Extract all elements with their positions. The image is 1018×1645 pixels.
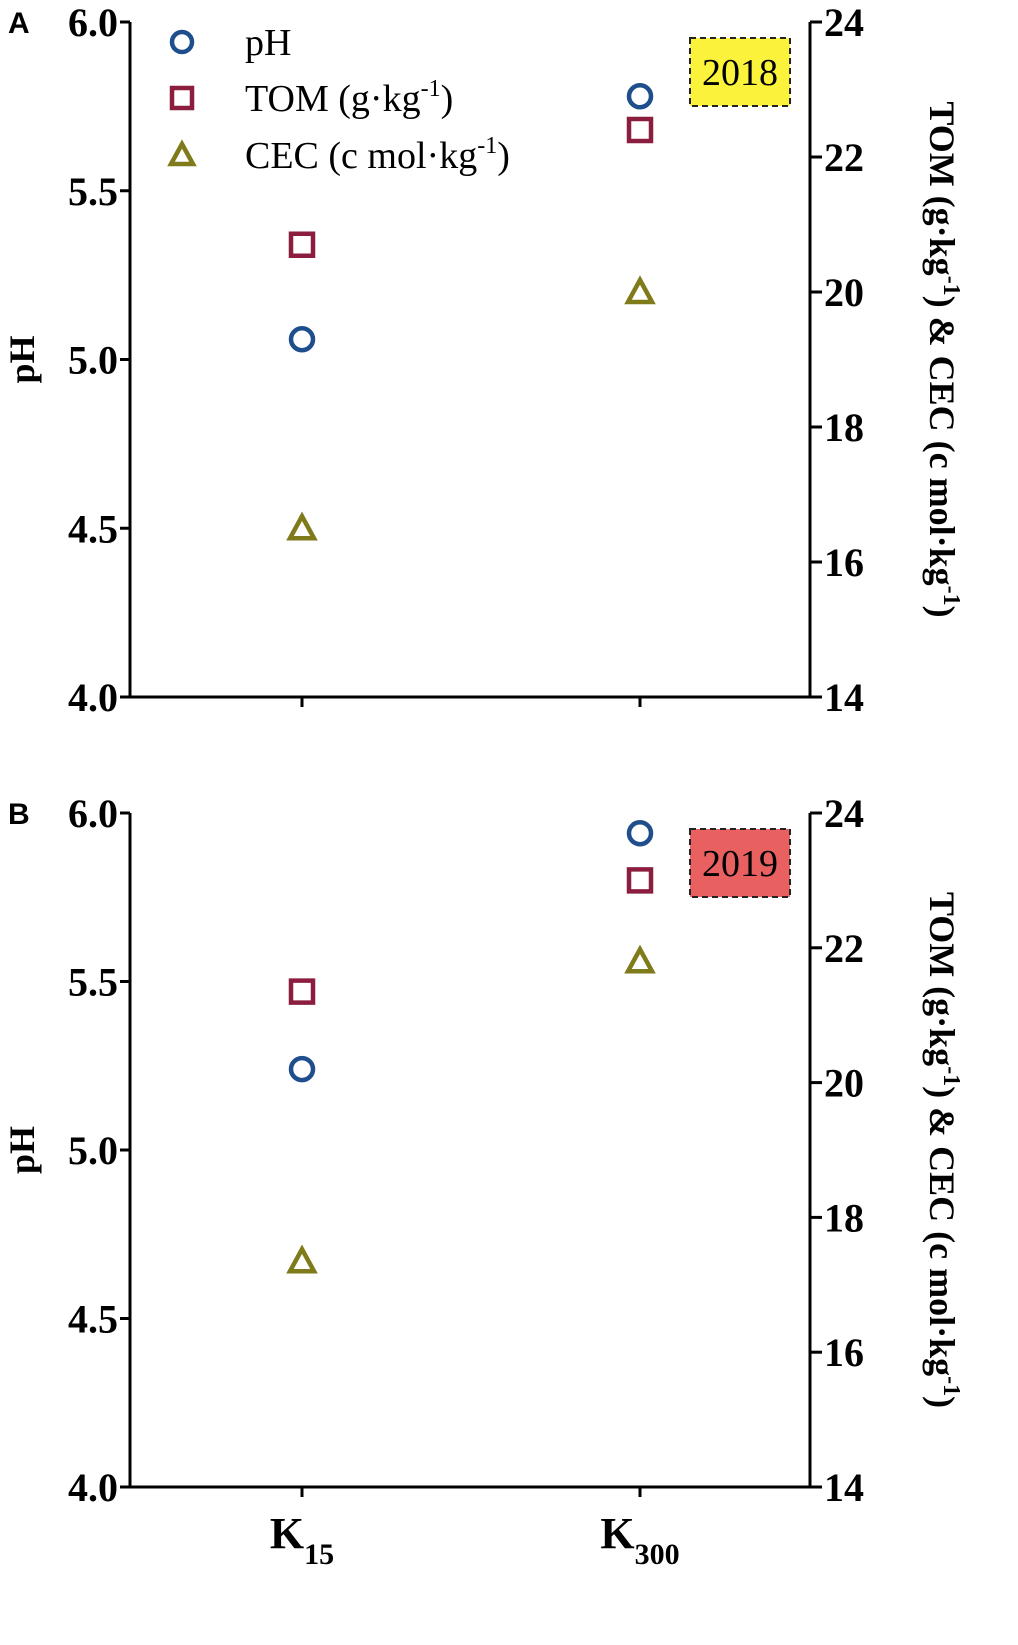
year-label: 2019 xyxy=(702,843,778,885)
y-tick-label: 5.0 xyxy=(68,338,118,383)
ph-point xyxy=(626,83,654,110)
legend-label: CEC (c mol·kg-1) xyxy=(245,133,510,177)
legend-triangle-icon xyxy=(167,139,197,167)
x-category-base: K xyxy=(270,1509,304,1558)
panel-label: B xyxy=(8,798,30,831)
y-tick-label: 5.5 xyxy=(68,960,118,1005)
y2-tick-label: 16 xyxy=(824,1330,864,1375)
year-label: 2018 xyxy=(702,52,778,94)
y2-title-sup: -1 xyxy=(938,586,964,606)
legend-label-tail: ) xyxy=(441,78,454,120)
y2-title-part: TOM (g·kg xyxy=(922,101,962,275)
legend-label-tail: ) xyxy=(497,135,510,177)
y2-tick-label: 14 xyxy=(824,675,864,720)
y2-tick-label: 14 xyxy=(824,1465,864,1510)
y2-tick-label: 18 xyxy=(824,1195,864,1240)
y-tick-label: 4.5 xyxy=(68,506,118,551)
x-category-base: K xyxy=(600,1509,634,1558)
y2-axis-title: TOM (g·kg-1) & CEC (c mol·kg-1) xyxy=(922,101,964,617)
y2-title-part: ) & CEC (c mol·kg xyxy=(922,296,962,586)
ph-point xyxy=(626,819,654,847)
y2-tick-label: 20 xyxy=(824,270,864,315)
y-axis-title: pH xyxy=(2,335,42,383)
y-axis-title: pH xyxy=(2,1126,42,1174)
y2-title-part: TOM (g·kg xyxy=(922,892,962,1066)
x-category-sub: 15 xyxy=(304,1538,334,1571)
y2-tick-label: 22 xyxy=(824,926,864,971)
y2-tick-label: 24 xyxy=(824,0,864,45)
y2-title-sup: -1 xyxy=(938,276,964,296)
y-tick-label: 4.5 xyxy=(68,1297,118,1342)
tom-point xyxy=(626,116,654,144)
cec-point xyxy=(286,511,318,541)
x-category-label: K15 xyxy=(270,1509,334,1571)
tom-point xyxy=(288,231,316,258)
ph-point xyxy=(288,326,316,353)
y2-tick-label: 18 xyxy=(824,405,864,450)
tom-point xyxy=(626,867,654,894)
y-tick-label: 4.0 xyxy=(68,675,118,720)
y2-title-sup: -1 xyxy=(938,1376,964,1396)
cec-point xyxy=(624,944,656,974)
ph-point xyxy=(288,1055,316,1083)
y2-tick-label: 24 xyxy=(824,791,864,836)
y2-title-sup: -1 xyxy=(938,1066,964,1086)
y2-title-part: ) xyxy=(922,606,962,618)
y-tick-label: 5.5 xyxy=(68,169,118,214)
legend-label-text: CEC (c mol·kg xyxy=(245,135,477,177)
legend-label-sup: -1 xyxy=(477,133,497,159)
tom-point xyxy=(288,978,316,1005)
legend-label-text: pH xyxy=(245,22,291,64)
legend-square-icon xyxy=(169,85,195,111)
legend-circle-icon xyxy=(169,29,195,55)
y2-title-part: ) & CEC (c mol·kg xyxy=(922,1086,962,1376)
legend-label: TOM (g·kg-1) xyxy=(245,76,453,120)
panel-label: A xyxy=(8,7,30,40)
cec-point xyxy=(286,1244,318,1274)
y-tick-label: 5.0 xyxy=(68,1128,118,1173)
y2-axis-title: TOM (g·kg-1) & CEC (c mol·kg-1) xyxy=(922,892,964,1408)
x-category-sub: 300 xyxy=(635,1538,680,1571)
x-category-label: K300 xyxy=(600,1509,679,1571)
legend-label-sup: -1 xyxy=(421,76,441,102)
legend-label-text: TOM (g·kg xyxy=(245,78,421,120)
y-tick-label: 6.0 xyxy=(68,0,118,45)
y2-tick-label: 22 xyxy=(824,135,864,180)
y2-title-part: ) xyxy=(922,1396,962,1408)
y-tick-label: 4.0 xyxy=(68,1465,118,1510)
year-box xyxy=(689,828,791,898)
cec-point xyxy=(624,275,656,305)
y2-tick-label: 16 xyxy=(824,540,864,585)
legend-label: pH xyxy=(245,22,291,64)
year-box xyxy=(689,37,791,107)
y-tick-label: 6.0 xyxy=(68,791,118,836)
y2-tick-label: 20 xyxy=(824,1061,864,1106)
